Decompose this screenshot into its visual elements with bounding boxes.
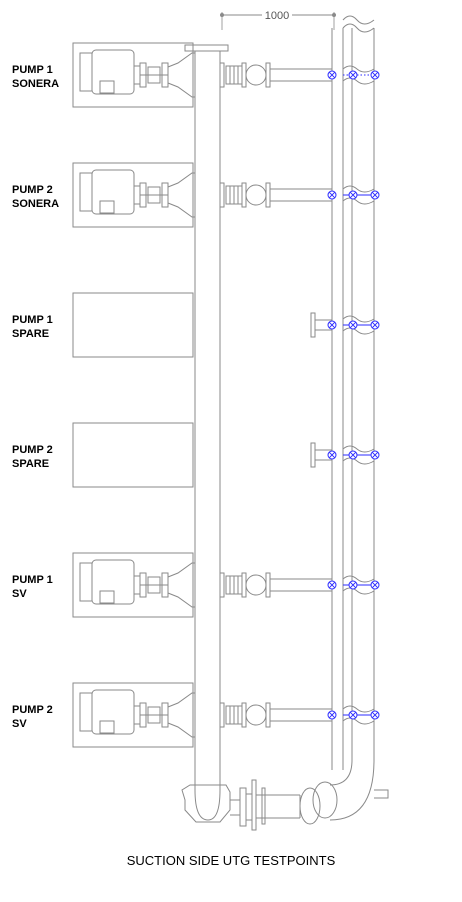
pump-label-line2: SONERA [12, 78, 60, 90]
testpoint-icon [327, 70, 337, 80]
pump-skid [72, 162, 194, 228]
pump-label-line2: SV [12, 718, 27, 730]
testpoint-icon [370, 70, 380, 80]
dimension-label: 1000 [265, 10, 289, 22]
pump-label-line1: PUMP 1 [12, 574, 53, 586]
pump-icon [167, 52, 196, 98]
pump-label-line2: SPARE [12, 328, 50, 340]
pump-label: PUMP 1 SPARE [12, 313, 53, 341]
pump-skid [72, 552, 194, 618]
testpoint-icon [348, 320, 358, 330]
coupling-icon [139, 62, 169, 88]
motor-icon [79, 49, 141, 95]
testpoint-icon [370, 710, 380, 720]
motor-icon [79, 559, 141, 605]
testpoint-icon [370, 320, 380, 330]
valve-icon [245, 574, 267, 596]
testpoint-icon [348, 190, 358, 200]
pump-label-line1: PUMP 2 [12, 704, 53, 716]
testpoint-icon [327, 320, 337, 330]
pump-label-line2: SPARE [12, 458, 50, 470]
suction-branch [219, 702, 332, 728]
pump-skid [72, 422, 194, 488]
pump-branch-1 [72, 42, 380, 108]
riser-joint [342, 445, 375, 465]
motor-icon [79, 689, 141, 735]
pump-branch-4 [72, 422, 380, 488]
coupling-icon [139, 572, 169, 598]
pump-skid [72, 42, 194, 108]
pump-label-line2: SONERA [12, 198, 60, 210]
riser-joint [342, 705, 375, 725]
testpoint-icon [327, 190, 337, 200]
suction-branch [219, 62, 332, 88]
valve-icon [245, 704, 267, 726]
motor-icon [79, 169, 141, 215]
pump-label-line2: SV [12, 588, 27, 600]
pump-label: PUMP 2 SPARE [12, 443, 53, 471]
testpoint-icon [348, 580, 358, 590]
suction-header [181, 44, 240, 823]
pump-branch-6 [72, 682, 380, 748]
testpoint-icon [327, 450, 337, 460]
testpoint-icon [370, 450, 380, 460]
riser-joint [342, 575, 375, 595]
pump-branch-5 [72, 552, 380, 618]
valve-icon [245, 184, 267, 206]
spare-stub [310, 312, 332, 338]
diagram-title: SUCTION SIDE UTG TESTPOINTS [126, 853, 336, 868]
pump-label-line1: PUMP 1 [12, 64, 53, 76]
riser-joint [342, 315, 375, 335]
spare-stub [310, 442, 332, 468]
testpoint-icon [348, 70, 358, 80]
pump-skid [72, 292, 194, 358]
vertical-riser [331, 15, 375, 770]
testpoint-icon [327, 710, 337, 720]
pump-label-line1: PUMP 2 [12, 444, 53, 456]
bottom-connection [239, 759, 389, 831]
coupling-icon [139, 182, 169, 208]
suction-branch [219, 572, 332, 598]
pump-label: PUMP 2 SV [12, 703, 53, 731]
testpoint-icon [370, 190, 380, 200]
pump-label-line1: PUMP 1 [12, 314, 53, 326]
testpoint-icon [348, 710, 358, 720]
pump-label: PUMP 1 SV [12, 573, 53, 601]
pump-label: PUMP 1 SONERA [12, 63, 59, 91]
valve-icon [245, 64, 267, 86]
pump-branches [72, 42, 380, 748]
pump-icon [167, 562, 196, 608]
pump-icon [167, 692, 196, 738]
riser-joint [342, 185, 375, 205]
pump-label: PUMP 2 SONERA [12, 183, 59, 211]
suction-branch [219, 182, 332, 208]
testpoint-icon [327, 580, 337, 590]
pump-skid [72, 682, 194, 748]
pump-branch-2 [72, 162, 380, 228]
pump-branch-3 [72, 292, 380, 358]
pump-label-line1: PUMP 2 [12, 184, 53, 196]
testpoint-icon [348, 450, 358, 460]
dimension-1000: 1000 [220, 8, 336, 30]
pump-icon [167, 172, 196, 218]
coupling-icon [139, 702, 169, 728]
riser-joint [342, 65, 375, 85]
testpoint-icon [370, 580, 380, 590]
